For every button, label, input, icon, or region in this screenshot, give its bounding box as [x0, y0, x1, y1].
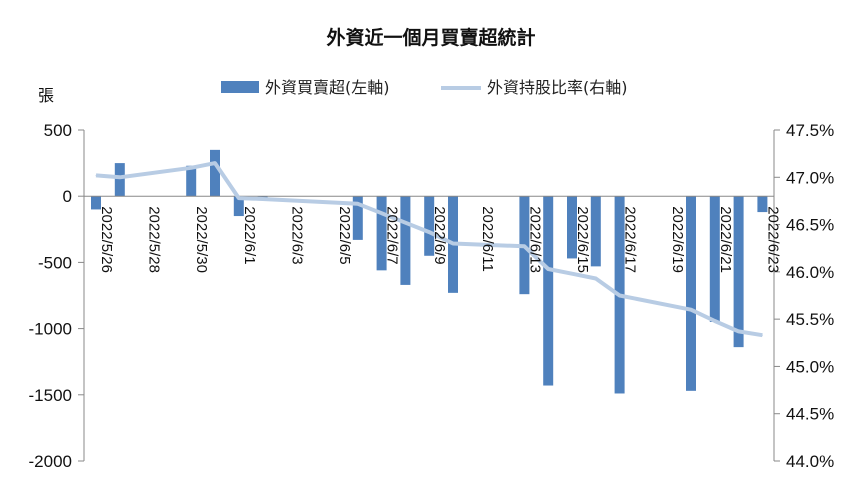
x-tick-label: 2022/6/7 — [384, 206, 401, 264]
line-point — [523, 245, 525, 247]
bar — [400, 196, 411, 285]
line-point — [238, 197, 240, 199]
y-left-tick-label: 500 — [44, 121, 72, 140]
legend-line-label: 外資持股比率(右軸) — [487, 78, 628, 97]
x-tick-label: 2022/6/1 — [241, 206, 258, 264]
line-point — [262, 198, 264, 200]
legend-bar-swatch — [221, 81, 259, 93]
x-tick-label: 2022/6/15 — [574, 206, 591, 273]
bar — [709, 196, 720, 322]
x-tick-label: 2022/5/26 — [98, 206, 115, 273]
y-right-tick-label: 46.0% — [786, 263, 834, 282]
bar — [733, 196, 744, 348]
y-left-unit: 張 — [38, 86, 54, 105]
line-point — [714, 320, 716, 322]
line-point — [357, 203, 359, 205]
line-series-path — [95, 161, 763, 338]
line-point — [95, 174, 97, 176]
y-right-ticks: 47.5% 47.0% 46.5% 46.0% 45.5% 45.0% 44.5% 44.0% — [774, 121, 834, 471]
y-right-tick-label: 47.5% — [786, 121, 834, 140]
y-right-tick-label: 45.0% — [786, 357, 834, 376]
bar — [186, 165, 197, 197]
line-point — [619, 295, 621, 296]
bar — [757, 196, 768, 213]
y-right-tick-label: 44.5% — [786, 405, 834, 424]
bar-series — [91, 149, 768, 394]
bar — [376, 196, 387, 271]
y-left-tick-label: -2000 — [29, 452, 72, 471]
x-tick-label: 2022/6/5 — [336, 206, 353, 264]
x-tick-label: 2022/6/17 — [622, 206, 639, 273]
y-left-ticks: 500 0 -500 -1000 -1500 -2000 — [29, 121, 84, 471]
line-point — [381, 212, 383, 214]
chart-title: 外資近一個月買賣超統計 — [326, 26, 535, 49]
y-right-tick-label: 46.5% — [786, 216, 834, 235]
line-point — [428, 231, 430, 233]
y-left-tick-label: -1500 — [29, 386, 72, 405]
line-point — [452, 242, 454, 244]
x-tick-label: 2022/6/9 — [431, 206, 448, 264]
legend-bar-label: 外資買賣超(左軸) — [265, 78, 390, 97]
bar — [352, 196, 363, 240]
line-point — [595, 277, 597, 279]
legend: 外資買賣超(左軸) 外資持股比率(右軸) — [221, 78, 628, 97]
y-left-tick-label: -500 — [38, 253, 72, 272]
y-left-tick-label: 0 — [63, 187, 72, 206]
bar — [590, 196, 601, 267]
x-tick-label: 2022/6/19 — [669, 206, 686, 273]
x-tick-label: 2022/6/21 — [717, 206, 734, 273]
bar — [210, 149, 220, 197]
bar — [91, 196, 101, 210]
y-left-tick-label: -1000 — [29, 320, 72, 339]
line-point — [547, 268, 549, 270]
line-point — [190, 167, 192, 169]
y-right-tick-label: 44.0% — [786, 452, 834, 471]
x-axis-tick-labels: 2022/5/26 2022/5/28 2022/5/30 2022/6/1 2022/… — [98, 206, 781, 273]
bar — [686, 196, 696, 391]
bar — [567, 196, 577, 259]
bar — [114, 163, 125, 197]
line-point — [214, 162, 216, 164]
line-point — [761, 334, 763, 336]
x-tick-label: 2022/6/11 — [479, 206, 496, 272]
line-point — [738, 330, 740, 332]
y-right-tick-label: 45.5% — [786, 310, 834, 329]
x-tick-label: 2022/5/28 — [146, 206, 163, 273]
bar — [424, 196, 435, 256]
line-point — [571, 273, 573, 275]
line-point — [690, 309, 692, 311]
line-series-points — [95, 162, 763, 336]
bar — [233, 196, 244, 217]
y-right-tick-label: 47.0% — [786, 168, 834, 187]
x-tick-label: 2022/6/3 — [288, 206, 305, 264]
x-tick-label: 2022/6/13 — [526, 206, 543, 273]
x-tick-label: 2022/6/23 — [764, 206, 781, 273]
line-point — [119, 176, 121, 178]
bar — [543, 196, 554, 386]
line-point — [404, 222, 406, 224]
x-tick-label: 2022/5/30 — [193, 206, 210, 273]
